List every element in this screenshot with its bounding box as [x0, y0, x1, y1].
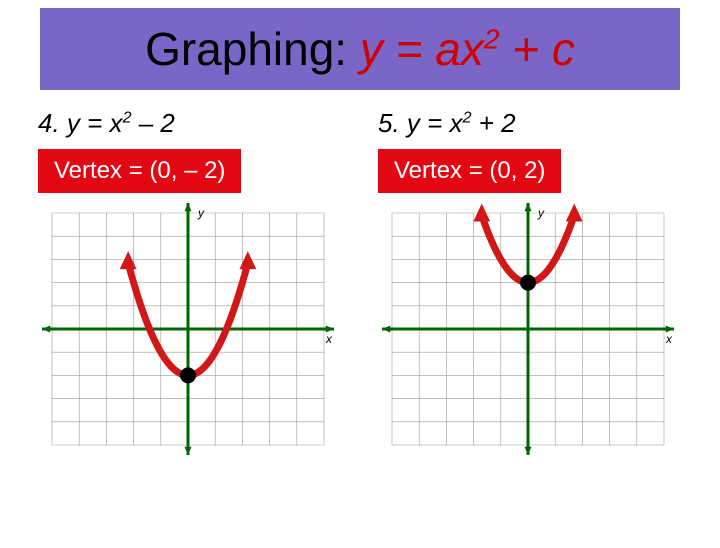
svg-text:x: x	[325, 332, 333, 346]
eq-rhs: – 2	[131, 108, 174, 138]
title-prefix: Graphing:	[145, 23, 360, 75]
eq-lhs: y = x	[407, 108, 463, 138]
chart-5: yx	[378, 199, 678, 459]
chart-4: yx	[38, 199, 338, 459]
title-expr-sup: 2	[484, 24, 500, 55]
eq-number: 4.	[38, 108, 60, 138]
eq-rhs: + 2	[471, 108, 515, 138]
title-expr-tail: + c	[499, 23, 574, 75]
vertex-box-4: Vertex = (0, – 2)	[38, 149, 241, 193]
problems-row: 4. y = x2 – 2 Vertex = (0, – 2) yx 5. y …	[0, 102, 720, 459]
equation-5: 5. y = x2 + 2	[378, 108, 690, 139]
eq-number: 5.	[378, 108, 400, 138]
equation-4: 4. y = x2 – 2	[38, 108, 350, 139]
vertex-box-5: Vertex = (0, 2)	[378, 149, 561, 193]
svg-text:y: y	[537, 206, 545, 220]
svg-text:y: y	[197, 206, 205, 220]
title-expr-y: y = ax	[360, 23, 484, 75]
title-banner: Graphing: y = ax2 + c	[40, 8, 680, 90]
eq-lhs: y = x	[67, 108, 123, 138]
svg-text:x: x	[665, 332, 673, 346]
problem-5: 5. y = x2 + 2 Vertex = (0, 2) yx	[370, 102, 690, 459]
problem-4: 4. y = x2 – 2 Vertex = (0, – 2) yx	[30, 102, 350, 459]
